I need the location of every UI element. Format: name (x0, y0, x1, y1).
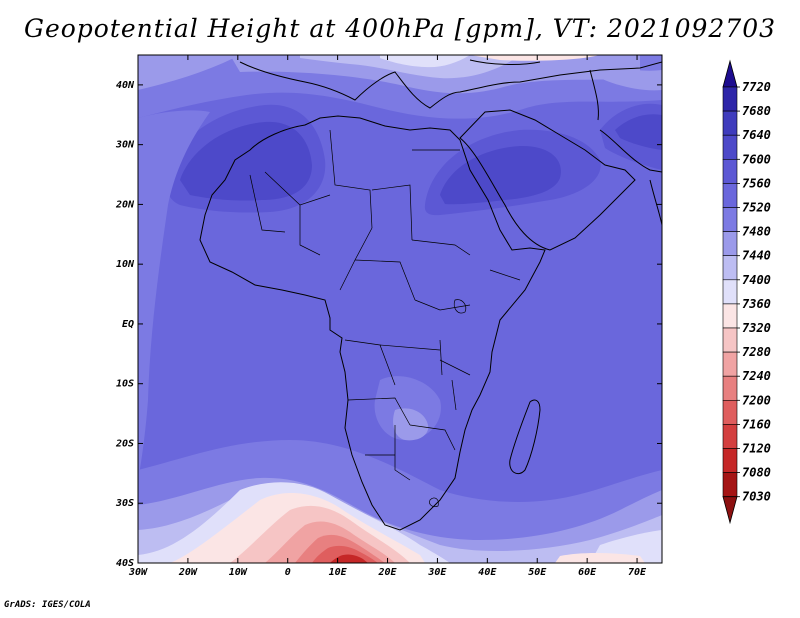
colorbar-label: 7120 (742, 442, 771, 456)
colorbar-label: 7480 (742, 225, 771, 239)
height-field (138, 55, 662, 563)
colorbar-swatch (722, 448, 738, 473)
colorbar-swatch (722, 375, 738, 401)
colorbar-swatch (722, 399, 738, 425)
lakes (429, 299, 467, 507)
colorbar-label: 7560 (742, 176, 771, 190)
colorbar-swatch (722, 159, 738, 184)
chart-title: Geopotential Height at 400hPa [gpm], VT:… (23, 14, 777, 43)
y-tick-label: EQ (122, 319, 134, 330)
colorbar-top-arrow (722, 59, 738, 88)
colorbar-label: 7360 (742, 297, 771, 311)
x-tick-label: 20E (377, 567, 397, 578)
x-axis-ticks: 30W 20W 10W 0 10E 20E 30E 40E 50E 60E 70E (128, 55, 647, 578)
colorbar-swatch (722, 472, 738, 498)
colorbar-label: 7080 (742, 466, 771, 480)
colorbar-swatch (722, 327, 738, 353)
colorbar-swatch (722, 207, 738, 232)
x-tick-label: 30E (427, 567, 447, 578)
credit-text: GrADS: IGES/COLA (4, 600, 91, 610)
colorbar-label: 7720 (742, 80, 771, 94)
colorbar-label: 7240 (742, 369, 771, 383)
x-tick-label: 30W (128, 567, 148, 578)
colorbar-label: 7280 (742, 345, 771, 359)
x-tick-label: 10W (229, 567, 248, 578)
x-tick-label: 40E (478, 567, 497, 578)
colorbar-label: 7680 (742, 104, 771, 118)
europe-coastline (239, 61, 662, 109)
colorbar-swatch (722, 351, 738, 377)
colorbar-bottom-arrow (722, 496, 738, 525)
colorbar-swatch (722, 303, 738, 329)
colorbar-label: 7640 (742, 128, 771, 142)
colorbar-swatch (722, 255, 738, 281)
madagascar-coastline (509, 399, 541, 475)
colorbar-label: 7400 (742, 273, 771, 287)
y-tick-label: 20N (115, 199, 135, 210)
x-tick-label: 60E (578, 567, 597, 578)
colorbar-swatch (722, 231, 738, 257)
colorbar-swatch (722, 134, 738, 160)
x-tick-label: 50E (528, 567, 547, 578)
x-tick-label: 10E (329, 567, 348, 578)
colorbar-swatch (722, 424, 738, 449)
x-tick-label: 0 (285, 567, 291, 578)
colorbar-label: 7160 (742, 417, 771, 431)
colorbar-swatch (722, 183, 738, 208)
y-tick-label: 40S (116, 558, 134, 569)
map-frame (137, 54, 663, 564)
x-tick-label: 70E (628, 567, 647, 578)
coastlines (199, 59, 662, 531)
colorbar-label: 7600 (742, 152, 771, 166)
colorbar-label: 7030 (742, 490, 771, 504)
colorbar-swatch (722, 110, 738, 136)
y-tick-label: 10N (116, 259, 135, 270)
y-tick-label: 30N (115, 140, 135, 151)
colorbar-label: 7440 (742, 249, 771, 263)
africa-coastline (199, 115, 546, 531)
x-tick-label: 20W (178, 567, 198, 578)
colorbar-swatch (722, 86, 738, 112)
y-tick-label: 20S (115, 438, 134, 449)
colorbar-swatch (722, 279, 738, 305)
colorbar-label: 7320 (742, 321, 771, 335)
y-tick-label: 40N (116, 80, 135, 91)
colorbar-label: 7200 (742, 393, 771, 407)
colorbar-label: 7520 (742, 201, 771, 215)
y-tick-label: 10S (116, 379, 134, 390)
y-axis-ticks: 40N 30N 20N 10N EQ 10S 20S 30S 40S (115, 80, 662, 569)
arabia-coastline (459, 109, 636, 251)
colorbar: 7720 7680 7640 7600 7560 7520 7480 7440 7400 7360… (722, 59, 771, 525)
country-borders (249, 129, 521, 481)
y-tick-label: 30S (115, 498, 134, 509)
